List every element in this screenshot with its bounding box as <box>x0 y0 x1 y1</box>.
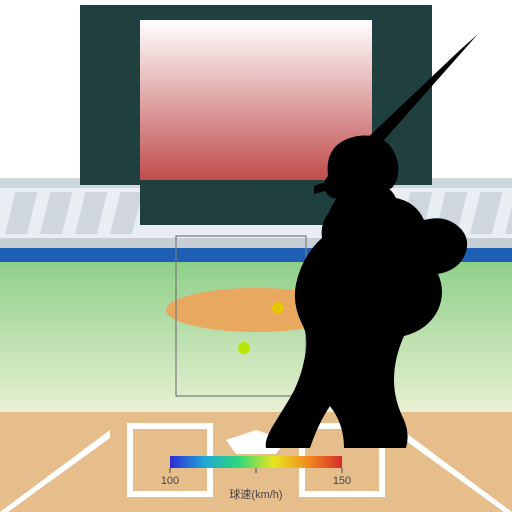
legend-label: 球速(km/h) <box>229 487 282 501</box>
legend-tick-label: 100 <box>161 475 179 487</box>
legend-gradient-bar <box>170 456 342 468</box>
pitch-marker <box>272 302 284 314</box>
pitch-location-chart: 100 150 球速(km/h) <box>0 0 512 512</box>
legend-tick-label: 150 <box>333 475 351 487</box>
pitch-marker <box>238 342 250 354</box>
chart-svg: 100 150 球速(km/h) <box>0 0 512 512</box>
